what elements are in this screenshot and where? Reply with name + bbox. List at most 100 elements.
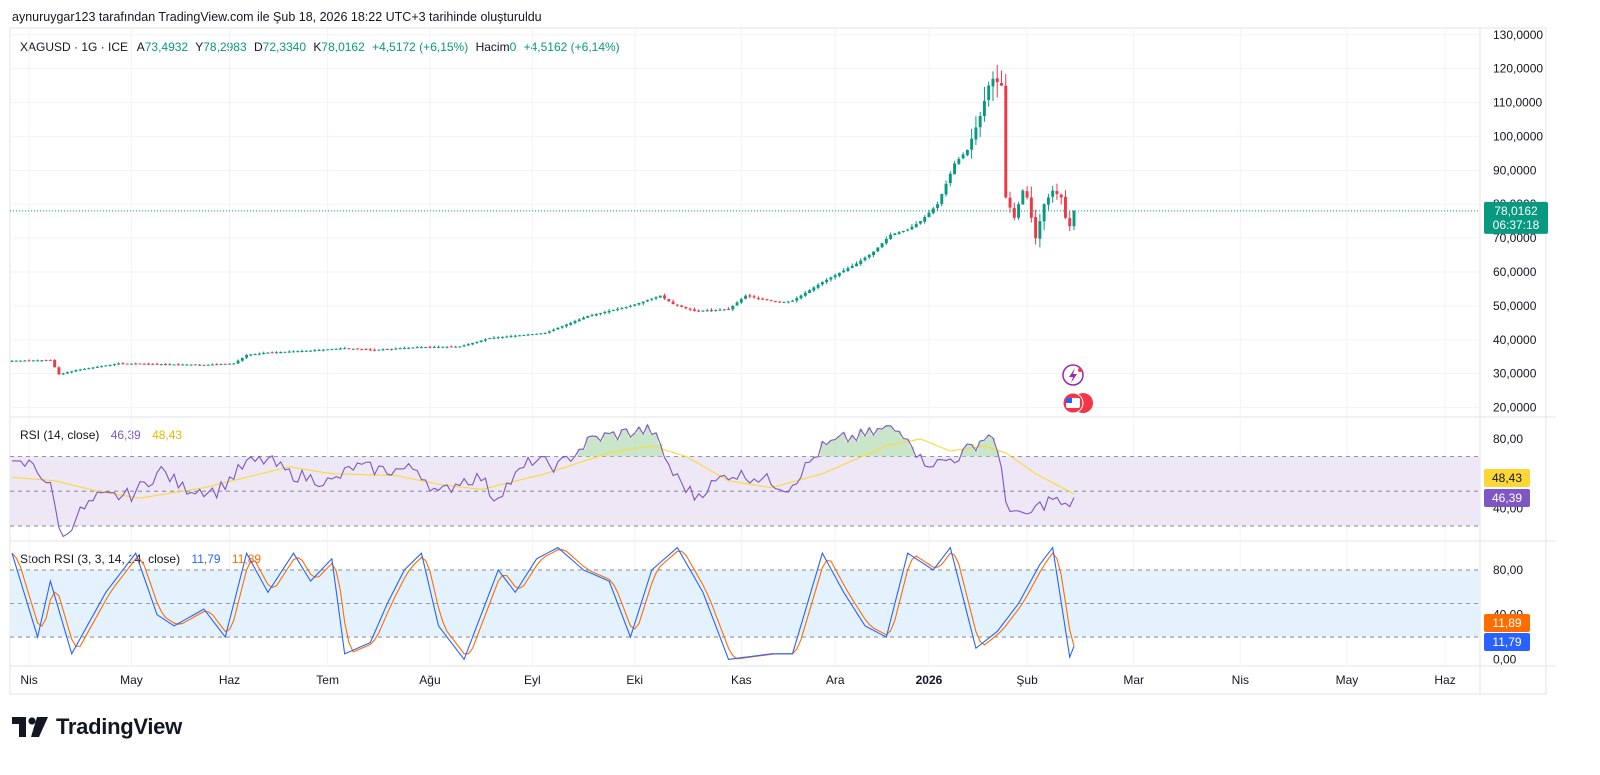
symbol-label[interactable]: XAGUSD · 1G · ICE (20, 40, 129, 54)
candle-body (104, 365, 108, 367)
candle-body (1012, 207, 1016, 218)
candle-body (1068, 218, 1072, 227)
tradingview-logo-text: TradingView (56, 714, 182, 739)
candle-body (390, 348, 394, 350)
candle-body (923, 216, 927, 222)
candle-body (240, 357, 244, 361)
candle-body (432, 346, 436, 348)
candle-body (995, 78, 999, 83)
candle-body (125, 363, 129, 365)
candle-body (61, 373, 65, 375)
candle-body (279, 352, 283, 354)
stoch-legend[interactable]: Stoch RSI (3, 3, 14, 14, close) 11,79 11… (20, 552, 261, 566)
candle-body (919, 221, 922, 224)
volume-value: 0 (509, 40, 517, 54)
candle-body (458, 346, 462, 348)
candle-body (347, 348, 351, 350)
tradingview-logo[interactable]: TradingView (12, 714, 182, 740)
candle-body (594, 314, 598, 316)
candle-body (530, 334, 534, 336)
candle-body (394, 348, 398, 350)
candle-body (560, 326, 564, 328)
candle-body (129, 363, 133, 365)
candle-body (83, 368, 86, 370)
candle-body (705, 310, 709, 312)
candle-body (483, 339, 487, 341)
candle-body (953, 163, 957, 175)
candle-body (159, 364, 163, 366)
candle-body (944, 183, 948, 195)
candle-body (897, 232, 901, 234)
candle-body (914, 223, 918, 228)
candle-body (987, 85, 991, 101)
candle-body (398, 348, 402, 350)
candle-body (27, 360, 31, 362)
candle-body (859, 260, 863, 264)
candle-body (198, 364, 202, 366)
candle-body (364, 349, 368, 351)
candle-body (313, 350, 317, 352)
candle-body (23, 360, 27, 362)
rsi-legend[interactable]: RSI (14, close) 46,39 48,43 (20, 428, 182, 442)
rsi-title: RSI (14, close) (20, 428, 100, 442)
price-tag-countdown: 06:37:18 (1493, 218, 1540, 232)
time-tick-label: Eki (626, 673, 643, 687)
candle-body (982, 100, 986, 117)
candle-body (539, 333, 543, 335)
time-tick-label: Şub (1016, 673, 1038, 687)
candle-body (74, 370, 78, 372)
stoch-tick-label: 0,00 (1493, 652, 1517, 666)
candle-body (1034, 217, 1038, 239)
candle-body (121, 363, 125, 365)
time-tick-label: May (120, 673, 143, 687)
candle-body (641, 301, 645, 304)
candle-body (57, 367, 61, 375)
candle-body (714, 309, 718, 311)
candle-body (385, 349, 389, 351)
candle-body (449, 346, 453, 348)
candle-body (14, 360, 18, 362)
candle-body (70, 371, 74, 373)
candle-body (492, 337, 496, 339)
candle-body (735, 302, 739, 306)
candle-body (701, 310, 705, 312)
candle-body (462, 345, 466, 347)
candle-body (872, 251, 875, 256)
candle-body (505, 336, 509, 338)
candle-body (300, 351, 304, 353)
candle-body (454, 346, 458, 348)
candle-body (108, 364, 112, 366)
candle-body (112, 364, 116, 366)
candle-body (206, 364, 210, 366)
candle-body (1055, 191, 1059, 195)
candle-body (445, 346, 449, 348)
candle-body (330, 349, 334, 351)
candle-body (799, 295, 803, 299)
change-value: +4,5172 (+6,15%) (372, 40, 469, 54)
price-tick-label: 90,0000 (1493, 163, 1537, 177)
candle-body (356, 348, 359, 350)
candle-body (232, 363, 236, 365)
candle-body (518, 335, 521, 337)
low-label: D (253, 40, 263, 54)
candle-body (1004, 85, 1008, 198)
price-tag (1484, 201, 1548, 234)
price-tick-label: 120,0000 (1493, 62, 1543, 76)
candle-body (628, 305, 632, 307)
price-legend: XAGUSD · 1G · ICE A73,4932 Y78,2983 D72,… (20, 40, 624, 54)
candle-body (189, 364, 193, 366)
candle-body (270, 352, 274, 354)
candle-body (850, 265, 854, 268)
attribution-text: aynuruygar123 tarafından TradingView.com… (12, 10, 542, 24)
time-tick-label: Haz (219, 673, 240, 687)
candle-body (961, 154, 965, 159)
candle-body (40, 360, 44, 362)
candle-body (78, 369, 82, 371)
candle-body (808, 290, 812, 294)
price-tick-label: 30,0000 (1493, 367, 1537, 381)
candle-body (786, 301, 790, 303)
low-value: 72,3340 (262, 40, 307, 54)
candle-body (948, 173, 952, 184)
candle-body (100, 366, 104, 368)
